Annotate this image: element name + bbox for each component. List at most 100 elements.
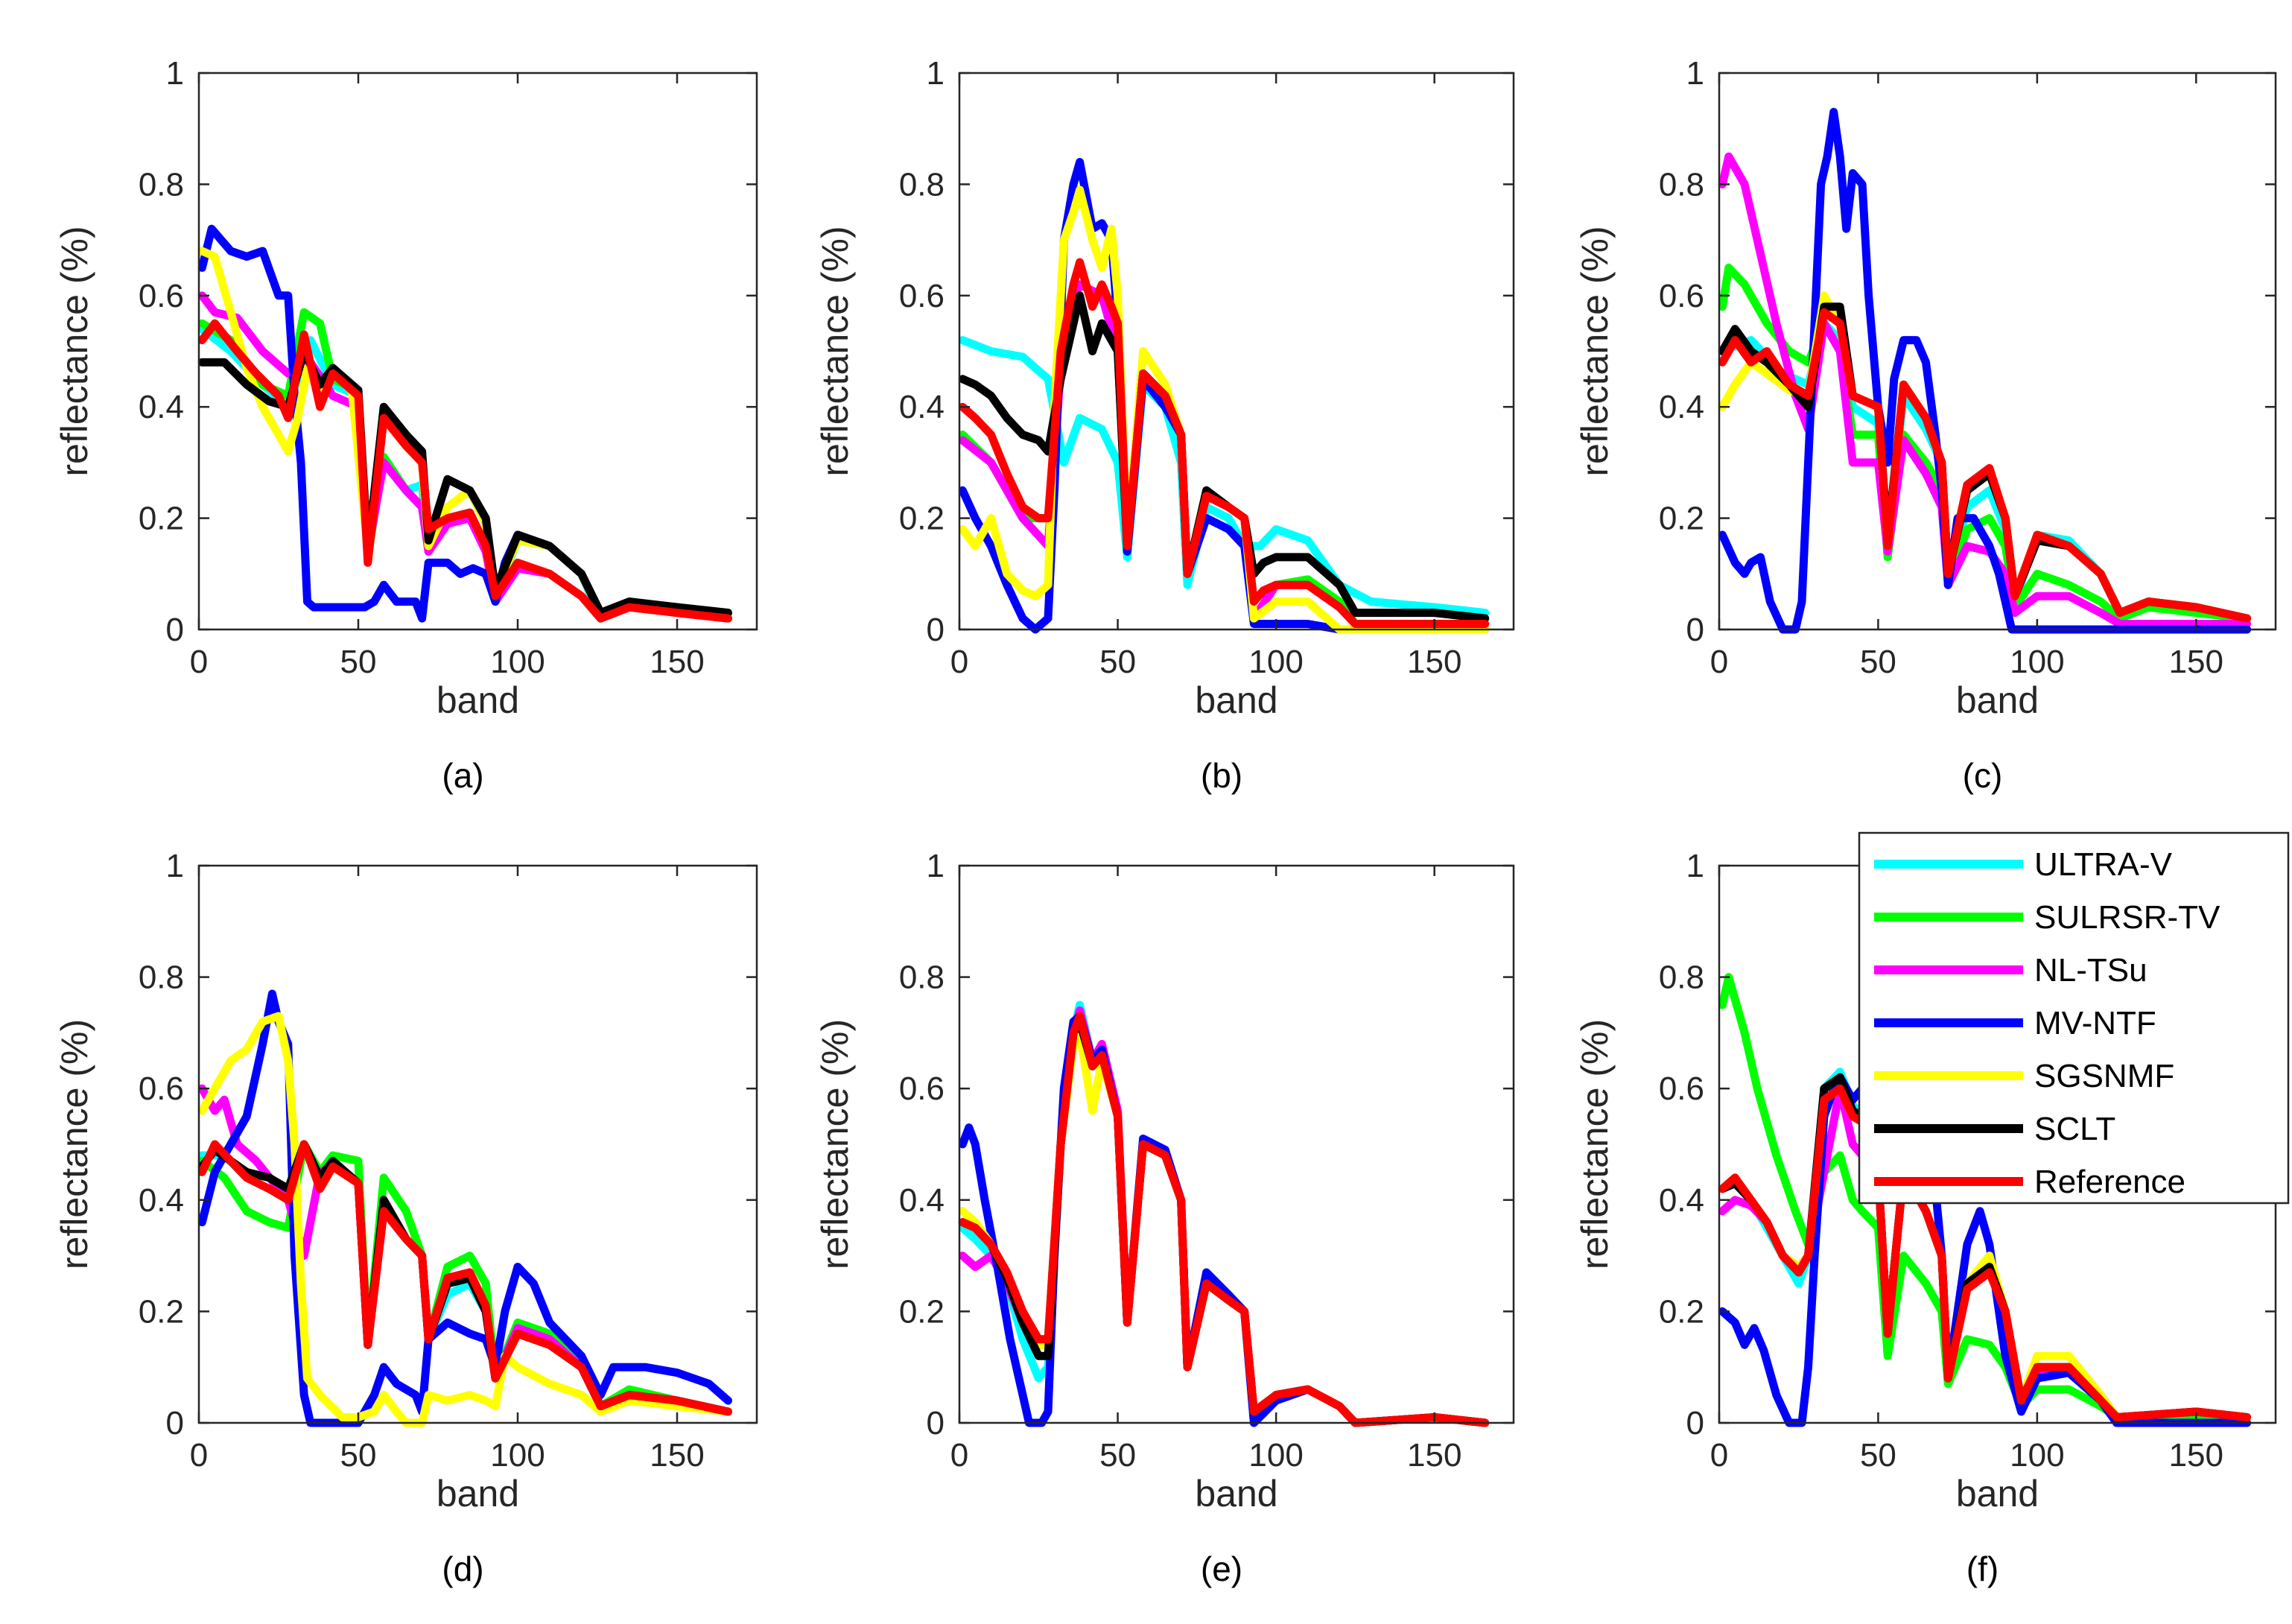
x-tick-label: 0 — [950, 644, 968, 680]
x-tick-label: 150 — [2169, 644, 2223, 680]
x-tick-label: 150 — [1407, 1437, 1461, 1474]
legend-label: ULTRA-V — [2034, 846, 2173, 883]
x-tick-label: 50 — [1099, 644, 1136, 680]
panel-e: 0 50 100 150 0 0.2 0.4 0.6 0.8 1 band reflectance (… — [814, 848, 1515, 1588]
legend-item: Reference — [1874, 1164, 2185, 1200]
y-tick-label: 0 — [927, 1405, 945, 1441]
legend: ULTRA-V SULRSR-TV NL-TSu MV-NTF SGSNMF SCLT Re… — [1858, 831, 2290, 1205]
y-tick-label: 1 — [1686, 848, 1704, 884]
x-tick-label: 150 — [2169, 1437, 2223, 1474]
x-tick-label: 100 — [490, 1437, 545, 1474]
y-tick-label: 0 — [166, 1405, 184, 1441]
y-tick-label: 0.8 — [139, 960, 184, 996]
y-tick-label: 0.6 — [139, 1070, 184, 1107]
axes-box — [958, 72, 1515, 631]
y-axis-label: reflectance (%) — [54, 1019, 95, 1269]
y-tick-label: 1 — [927, 55, 945, 92]
series-line-reference — [958, 1012, 1490, 1427]
y-tick-label: 0.4 — [899, 1182, 945, 1219]
x-tick-label: 100 — [1248, 1437, 1303, 1474]
legend-item: SCLT — [1874, 1111, 2115, 1147]
x-axis-label: band — [1956, 679, 2039, 721]
x-tick-label: 150 — [650, 1437, 704, 1474]
series-line-sulrsr-tv — [1718, 263, 2252, 623]
y-tick-label: 0.8 — [899, 166, 945, 203]
x-tick-label: 0 — [950, 1437, 968, 1474]
legend-label: SULRSR-TV — [2034, 899, 2220, 936]
panel-caption: (a) — [442, 756, 483, 795]
x-tick-label: 150 — [650, 644, 704, 680]
series-line-reference — [197, 319, 732, 623]
legend-label: SGSNMF — [2034, 1058, 2174, 1094]
y-tick-label: 0.4 — [899, 389, 945, 425]
y-tick-label: 0.2 — [139, 501, 184, 537]
y-tick-label: 0.8 — [139, 166, 184, 203]
x-axis-label: band — [1195, 1473, 1277, 1514]
legend-item: ULTRA-V — [1874, 846, 2173, 883]
x-tick-label: 100 — [2010, 1437, 2064, 1474]
y-axis-label: reflectance (%) — [54, 226, 95, 476]
x-tick-label: 100 — [1248, 644, 1303, 680]
y-tick-label: 0.6 — [1659, 278, 1704, 314]
x-tick-label: 0 — [190, 644, 208, 680]
panel-a: 0 50 100 150 0 0.2 0.4 0.6 0.8 1 band reflectance (… — [54, 55, 758, 795]
y-tick-label: 1 — [166, 848, 184, 884]
legend-box — [1858, 831, 2290, 1205]
y-tick-label: 0 — [1686, 612, 1704, 648]
panel-caption: (f) — [1966, 1550, 1999, 1588]
series-line-sulrsr-tv — [1718, 973, 2252, 1421]
x-axis-label: band — [1956, 1473, 2039, 1514]
y-tick-label: 1 — [166, 55, 184, 92]
x-tick-label: 50 — [1860, 644, 1896, 680]
y-tick-label: 0 — [927, 612, 945, 648]
y-tick-label: 0.4 — [1659, 389, 1704, 425]
y-tick-label: 0.6 — [899, 278, 945, 314]
panel-caption: (b) — [1201, 756, 1242, 795]
legend-item: MV-NTF — [1874, 1005, 2156, 1041]
y-axis-label: reflectance (%) — [814, 226, 856, 476]
legend-item: SGSNMF — [1874, 1058, 2174, 1094]
legend-label: SCLT — [2034, 1111, 2115, 1147]
axes-box — [197, 864, 758, 1424]
y-tick-label: 0.6 — [899, 1070, 945, 1107]
y-tick-label: 0.2 — [1659, 501, 1704, 537]
y-tick-label: 0.2 — [899, 1293, 945, 1330]
x-axis-label: band — [437, 679, 519, 721]
y-tick-label: 0.2 — [139, 1293, 184, 1330]
x-tick-label: 100 — [490, 644, 545, 680]
y-axis-label: reflectance (%) — [1574, 226, 1616, 476]
x-tick-label: 0 — [1710, 644, 1728, 680]
axes-box — [958, 864, 1515, 1424]
y-tick-label: 0.8 — [1659, 166, 1704, 203]
y-tick-label: 0.4 — [139, 389, 184, 425]
legend-item: NL-TSu — [1874, 952, 2147, 989]
panel-b: 0 50 100 150 0 0.2 0.4 0.6 0.8 1 band reflectance (… — [814, 55, 1515, 795]
series-line-sgsnmf — [197, 1012, 732, 1427]
series-line-nl-tsu — [1718, 152, 2252, 628]
y-tick-label: 0.2 — [1659, 1293, 1704, 1330]
legend-label: MV-NTF — [2034, 1005, 2156, 1041]
y-tick-label: 0.8 — [1659, 960, 1704, 996]
series-line-mv-ntf — [958, 1012, 1490, 1427]
panel-caption: (d) — [442, 1550, 483, 1588]
y-tick-label: 0.6 — [139, 278, 184, 314]
series-line-reference — [958, 258, 1490, 628]
y-tick-label: 0.4 — [139, 1182, 184, 1219]
x-tick-label: 50 — [1860, 1437, 1896, 1474]
axes-box — [197, 72, 758, 631]
x-tick-label: 50 — [1099, 1437, 1136, 1474]
y-axis-label: reflectance (%) — [1574, 1019, 1616, 1269]
legend-label: NL-TSu — [2034, 952, 2147, 989]
series-line-reference — [197, 1140, 732, 1416]
x-tick-label: 0 — [1710, 1437, 1728, 1474]
panel-c: 0 50 100 150 0 0.2 0.4 0.6 0.8 1 band reflectance (… — [1574, 55, 2277, 795]
legend-label: Reference — [2034, 1164, 2185, 1200]
series-line-mv-ntf — [1718, 107, 2252, 634]
series-line-reference — [1718, 308, 2252, 623]
y-tick-label: 0.6 — [1659, 1070, 1704, 1107]
y-tick-label: 0.4 — [1659, 1182, 1704, 1219]
legend-item: SULRSR-TV — [1874, 899, 2220, 936]
panel-caption: (c) — [1963, 756, 2003, 795]
